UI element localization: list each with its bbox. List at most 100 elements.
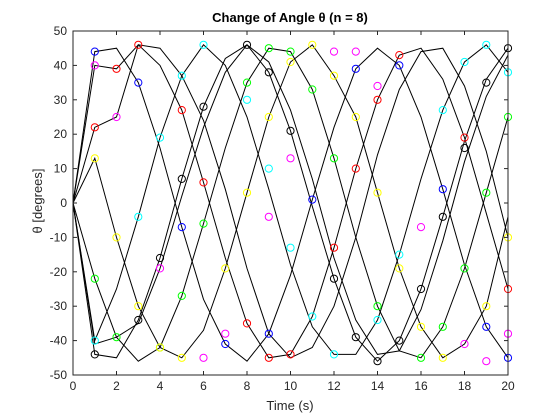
marker-4-3 (155, 264, 165, 273)
marker-2-2 (112, 64, 121, 73)
x-tick-label: 6 (200, 379, 207, 393)
marker-5-3 (155, 133, 165, 142)
marker-4-7 (286, 154, 295, 163)
marker-3-9 (308, 85, 317, 94)
marker-2-13 (460, 133, 469, 142)
marker-4-2 (112, 112, 121, 122)
marker-4-1 (90, 61, 99, 70)
marker-6-11 (373, 357, 382, 366)
x-tick-label: 14 (371, 379, 385, 393)
marker-6-16 (482, 78, 491, 87)
series-line-4 (72, 44, 509, 359)
marker-2-1 (90, 123, 99, 132)
marker-7-11 (329, 71, 339, 80)
y-tick-label: 20 (54, 127, 68, 141)
marker-layer (90, 40, 513, 366)
y-tick-label: -30 (50, 299, 68, 313)
marker-7-17 (482, 302, 491, 311)
marker-1-3 (177, 223, 186, 232)
marker-7-9 (286, 57, 295, 67)
marker-5-2 (134, 212, 143, 221)
marker-5-4 (177, 71, 186, 80)
marker-3-12 (416, 353, 426, 362)
marker-3-15 (482, 188, 491, 197)
marker-3-7 (264, 44, 273, 53)
marker-3-10 (329, 154, 339, 163)
marker-2-5 (199, 178, 208, 187)
marker-6-15 (460, 143, 469, 153)
marker-3-8 (286, 47, 295, 56)
marker-4-12 (460, 339, 469, 349)
marker-4-9 (351, 47, 360, 56)
marker-3-6 (242, 78, 252, 87)
marker-3-2 (112, 333, 121, 342)
marker-3-1 (90, 274, 99, 283)
marker-3-11 (373, 302, 382, 311)
marker-4-8 (329, 47, 339, 56)
series-line-8 (72, 44, 509, 362)
marker-7-13 (373, 188, 382, 197)
x-tick-label: 18 (458, 379, 472, 393)
marker-7-8 (264, 112, 273, 122)
marker-5-13 (438, 106, 447, 115)
marker-3-5 (199, 219, 208, 228)
y-tick-label: 50 (54, 24, 68, 38)
x-tick-label: 2 (113, 379, 120, 393)
plot-area (73, 31, 508, 375)
x-tick-label: 0 (70, 379, 77, 393)
marker-6-2 (134, 315, 143, 325)
marker-7-6 (221, 264, 230, 273)
y-tick-label: 30 (54, 93, 68, 107)
marker-6-12 (395, 336, 404, 345)
series-line-6 (72, 44, 509, 355)
marker-6-6 (242, 40, 252, 49)
marker-3-13 (438, 322, 447, 331)
marker-6-1 (90, 350, 99, 359)
marker-7-3 (134, 302, 143, 311)
marker-7-2 (112, 233, 121, 242)
marker-1-1 (90, 47, 99, 56)
y-tick-label: -40 (50, 334, 68, 348)
marker-4-11 (416, 223, 426, 232)
marker-2-8 (286, 350, 295, 359)
marker-5-9 (308, 312, 317, 321)
marker-2-6 (242, 319, 252, 328)
marker-6-14 (438, 212, 447, 221)
x-tick-label: 12 (327, 379, 341, 393)
marker-1-6 (308, 195, 317, 204)
x-tick-label: 16 (414, 379, 428, 393)
marker-1-10 (482, 322, 491, 331)
marker-1-5 (264, 329, 273, 338)
marker-6-7 (264, 68, 273, 77)
series-line-7 (72, 44, 509, 355)
marker-7-7 (242, 188, 252, 197)
marker-7-15 (416, 322, 426, 331)
marker-2-3 (134, 40, 143, 49)
y-tick-label: -50 (50, 368, 68, 382)
marker-3-14 (460, 264, 469, 273)
tick-layer: 0 2 4 6 8 10 12 14 16 18 20 50 40 30 20 10 0 -10 -20 -30 -40… (50, 24, 515, 393)
marker-6-13 (416, 284, 426, 294)
marker-6-9 (329, 274, 339, 283)
marker-4-13 (482, 357, 491, 366)
chart-title: Change of Angle θ (n = 8) (212, 10, 368, 25)
x-tick-label: 8 (244, 379, 251, 393)
marker-2-7 (264, 353, 273, 362)
x-tick-label: 20 (501, 379, 515, 393)
marker-6-8 (286, 126, 295, 135)
y-axis-title: θ [degrees] (30, 168, 45, 233)
marker-5-1 (90, 336, 99, 345)
marker-7-14 (395, 264, 404, 273)
y-tick-label: 0 (60, 196, 67, 210)
marker-1-2 (134, 78, 143, 87)
marker-7-1 (90, 154, 99, 163)
marker-2-12 (395, 51, 404, 60)
x-tick-label: 10 (284, 379, 298, 393)
marker-5-6 (242, 95, 252, 104)
marker-1-7 (351, 64, 360, 73)
marker-4-6 (264, 212, 273, 221)
y-tick-label: -10 (50, 230, 68, 244)
marker-7-10 (308, 40, 317, 49)
